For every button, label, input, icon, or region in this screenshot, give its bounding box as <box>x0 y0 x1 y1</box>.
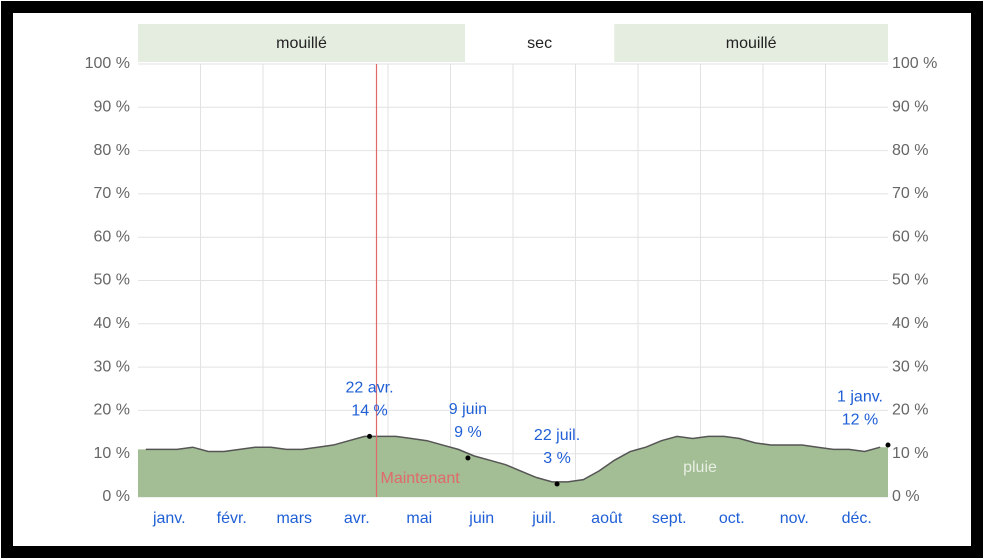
annotation-date: 22 juil. <box>534 427 580 444</box>
area-fill <box>138 436 888 497</box>
annotation-point <box>554 481 560 487</box>
annotation-value: 14 % <box>351 403 387 420</box>
season-band <box>138 24 465 62</box>
season-label: sec <box>527 35 552 52</box>
x-tick-label: avr. <box>344 510 370 527</box>
x-tick-label: août <box>591 510 623 527</box>
y-tick-label-right: 70 % <box>892 185 928 202</box>
y-tick-label: 50 % <box>94 272 130 289</box>
x-tick-label: sept. <box>652 510 687 527</box>
y-tick-label-right: 30 % <box>892 358 928 375</box>
x-tick-label: févr. <box>217 510 247 527</box>
y-tick-label-right: 100 % <box>892 55 937 72</box>
x-tick-label: mars <box>276 510 312 527</box>
x-tick-label: janv. <box>152 510 186 527</box>
season-band <box>465 24 615 62</box>
y-tick-label-right: 0 % <box>892 488 920 505</box>
y-tick-label: 30 % <box>94 358 130 375</box>
x-tick-label: nov. <box>780 510 809 527</box>
y-tick-label-right: 80 % <box>892 142 928 159</box>
x-tick-label: oct. <box>719 510 745 527</box>
y-tick-label: 10 % <box>94 445 130 462</box>
now-label: Maintenant <box>381 470 461 487</box>
y-tick-label: 90 % <box>94 99 130 116</box>
annotation-point <box>367 433 373 439</box>
y-tick-label: 100 % <box>85 55 130 72</box>
annotation-date: 9 juin <box>449 401 487 418</box>
x-tick-label: juil. <box>531 510 556 527</box>
y-tick-label: 80 % <box>94 142 130 159</box>
y-tick-label: 20 % <box>94 402 130 419</box>
season-band <box>614 24 888 62</box>
x-tick-label: mai <box>406 510 432 527</box>
y-tick-label-right: 60 % <box>892 228 928 245</box>
annotation-point <box>885 442 891 448</box>
annotation-date: 1 janv. <box>837 388 883 405</box>
annotation-value: 3 % <box>543 450 571 467</box>
y-tick-label: 0 % <box>102 488 130 505</box>
annotation-date: 22 avr. <box>346 380 394 397</box>
season-label: mouillé <box>726 35 777 52</box>
area-line <box>145 435 881 483</box>
y-tick-label: 60 % <box>94 228 130 245</box>
series-label: pluie <box>683 459 717 476</box>
y-tick-label: 40 % <box>94 315 130 332</box>
y-tick-label-right: 90 % <box>892 99 928 116</box>
y-tick-label-right: 10 % <box>892 445 928 462</box>
y-tick-label: 70 % <box>94 185 130 202</box>
x-tick-label: juin <box>468 510 494 527</box>
annotation-point <box>465 455 471 461</box>
y-tick-label-right: 50 % <box>892 272 928 289</box>
y-tick-label-right: 20 % <box>892 402 928 419</box>
annotation-value: 12 % <box>842 411 878 428</box>
x-tick-label: déc. <box>842 510 872 527</box>
y-tick-label-right: 40 % <box>892 315 928 332</box>
season-label: mouillé <box>276 35 327 52</box>
annotation-value: 9 % <box>454 424 482 441</box>
